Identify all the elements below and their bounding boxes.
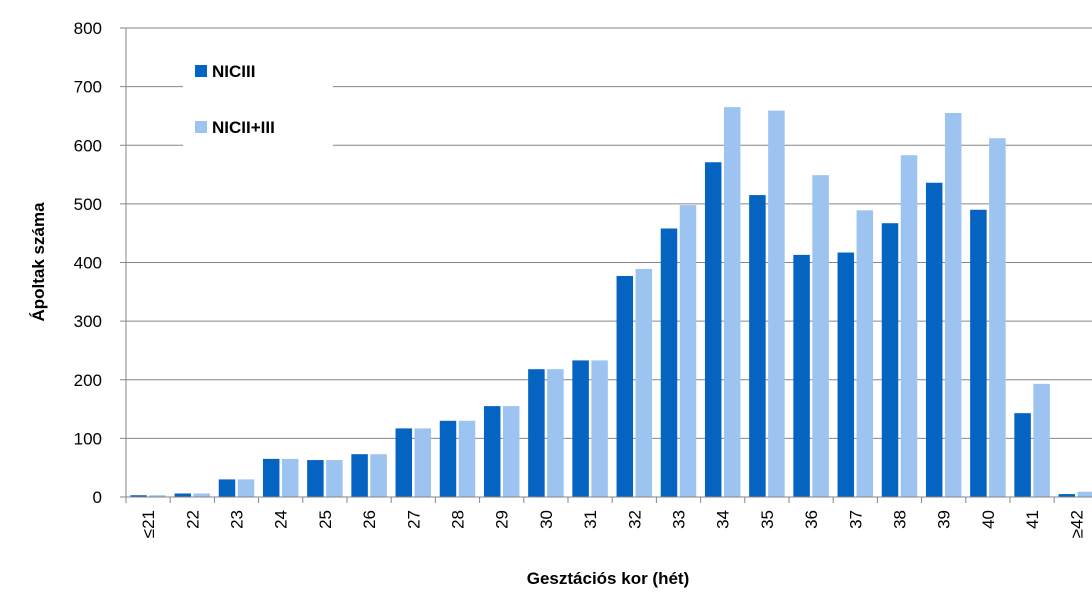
bar-niciii bbox=[528, 369, 545, 497]
bar-nicii-iii bbox=[326, 460, 343, 497]
bar-nicii-iii bbox=[414, 428, 432, 497]
bar-niciii bbox=[130, 495, 147, 497]
bar-nicii-iii bbox=[370, 454, 387, 497]
x-tick-label: ≥42 bbox=[1067, 510, 1086, 538]
bar-niciii bbox=[881, 223, 899, 497]
legend-swatch bbox=[195, 121, 207, 133]
legend-label: NICIII bbox=[212, 62, 255, 81]
x-tick-label: 23 bbox=[228, 510, 247, 529]
bar-niciii bbox=[262, 458, 280, 497]
y-tick-label: 800 bbox=[74, 19, 102, 38]
bars bbox=[130, 107, 1092, 498]
y-tick-label: 700 bbox=[74, 78, 102, 97]
x-tick-labels: ≤21 22 23 24 25 26 27 28 29 30 31 32 33 34 35 36 37 38 39 4… bbox=[139, 510, 1086, 538]
x-tick-label: 36 bbox=[802, 510, 821, 529]
bar-nicii-iii bbox=[856, 210, 874, 498]
bar-niciii bbox=[616, 275, 634, 497]
bar-niciii bbox=[483, 406, 501, 497]
x-tick-label: 40 bbox=[979, 510, 998, 529]
bar-nicii-iii bbox=[900, 155, 918, 497]
bar-niciii bbox=[1058, 494, 1076, 497]
bar-niciii bbox=[174, 493, 192, 497]
legend-label: NICII+III bbox=[212, 118, 275, 137]
x-tick-label: 28 bbox=[449, 510, 468, 529]
x-tick-label: 26 bbox=[360, 510, 379, 529]
x-tick-label: 35 bbox=[758, 510, 777, 529]
bar-nicii-iii bbox=[635, 268, 653, 497]
y-tick-label: 600 bbox=[74, 136, 102, 155]
bar-nicii-iii bbox=[237, 479, 255, 497]
bar-nicii-iii bbox=[679, 205, 697, 498]
bar-nicii-iii bbox=[1033, 383, 1050, 497]
bar-niciii bbox=[837, 252, 855, 497]
x-tick-label: 37 bbox=[846, 510, 865, 529]
legend-swatch bbox=[195, 65, 207, 77]
bar-nicii-iii bbox=[547, 369, 564, 497]
bar-nicii-iii bbox=[812, 175, 829, 497]
legend: NICIII NICII+III bbox=[183, 45, 333, 153]
bar-nicii-iii bbox=[458, 420, 476, 497]
x-tick-label: 39 bbox=[935, 510, 954, 529]
x-tick-label: ≤21 bbox=[139, 510, 158, 538]
x-tick-label: 34 bbox=[714, 510, 733, 529]
y-tick-label: 100 bbox=[74, 429, 102, 448]
bar-niciii bbox=[439, 420, 457, 497]
bar-niciii bbox=[307, 460, 324, 497]
x-tick-label: 41 bbox=[1023, 510, 1042, 529]
y-tick-label: 400 bbox=[74, 254, 102, 273]
x-tick-label: 27 bbox=[404, 510, 423, 529]
bar-nicii-iii bbox=[723, 107, 741, 498]
bar-nicii-iii bbox=[193, 493, 211, 497]
bar-nicii-iii bbox=[149, 495, 166, 497]
bar-niciii bbox=[970, 209, 987, 498]
bar-nicii-iii bbox=[768, 110, 785, 497]
x-tick-label: 29 bbox=[493, 510, 512, 529]
x-tick-label: 25 bbox=[316, 510, 335, 529]
bar-niciii bbox=[218, 479, 236, 497]
y-tick-label: 500 bbox=[74, 195, 102, 214]
bar-niciii bbox=[572, 360, 589, 497]
y-axis-title: Ápoltak száma bbox=[29, 202, 48, 322]
bar-niciii bbox=[704, 162, 722, 497]
axes bbox=[120, 27, 1092, 503]
bar-niciii bbox=[395, 428, 413, 497]
bar-niciii bbox=[793, 254, 810, 497]
y-tick-label: 200 bbox=[74, 371, 102, 390]
bar-nicii-iii bbox=[944, 113, 962, 497]
y-tick-label: 300 bbox=[74, 312, 102, 331]
legend-box bbox=[183, 45, 333, 153]
x-tick-label: 38 bbox=[891, 510, 910, 529]
x-tick-label: 30 bbox=[537, 510, 556, 529]
bar-niciii bbox=[660, 228, 678, 497]
bar-niciii bbox=[925, 182, 943, 497]
y-tick-label: 0 bbox=[93, 488, 102, 507]
x-tick-label: 22 bbox=[183, 510, 202, 529]
bar-niciii bbox=[749, 195, 766, 498]
x-tick-label: 32 bbox=[625, 510, 644, 529]
bar-nicii-iii bbox=[502, 406, 520, 497]
bar-niciii bbox=[1014, 413, 1031, 497]
x-axis-title: Gesztációs kor (hét) bbox=[527, 569, 690, 588]
x-tick-label: 24 bbox=[272, 510, 291, 529]
bar-nicii-iii bbox=[281, 458, 299, 497]
x-tick-label: 31 bbox=[581, 510, 600, 529]
bar-nicii-iii bbox=[591, 360, 608, 497]
bar-nicii-iii bbox=[1077, 491, 1092, 497]
y-tick-labels: 0 100 200 300 400 500 600 700 800 bbox=[74, 19, 102, 507]
bar-niciii bbox=[351, 454, 368, 497]
x-tick-label: 33 bbox=[670, 510, 689, 529]
bar-nicii-iii bbox=[989, 138, 1006, 497]
